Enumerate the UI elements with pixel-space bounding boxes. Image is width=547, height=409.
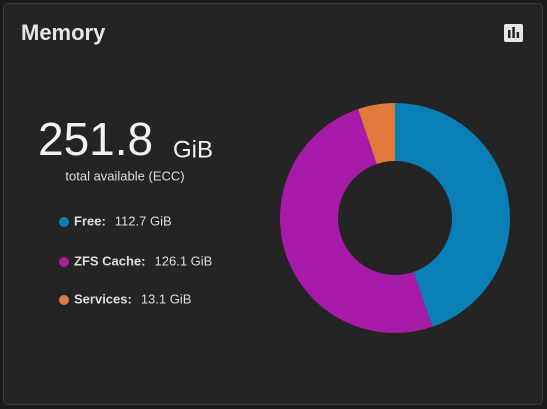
icon-bar: [512, 27, 515, 38]
donut-slice: [279, 109, 433, 334]
icon-bar: [508, 30, 511, 38]
icon-bar: [516, 32, 520, 38]
donut-slice: [395, 103, 510, 327]
legend-dot: [59, 295, 69, 305]
legend-label: Free:: [74, 213, 106, 228]
widget-title: Memory: [21, 20, 106, 45]
legend-value: 112.7 GiB: [115, 213, 172, 228]
donut-chart: [279, 103, 510, 334]
chart-icon-button[interactable]: [504, 24, 523, 42]
legend-label: Services:: [74, 291, 132, 306]
legend-dot: [59, 217, 69, 227]
donut-slice: [358, 103, 395, 165]
legend-value: 126.1 GiB: [155, 253, 213, 268]
total-value: 251.8: [38, 113, 153, 165]
total-caption: total available (ECC): [65, 168, 184, 183]
legend-value: 13.1 GiB: [141, 291, 192, 306]
legend: Free: 112.7 GiB ZFS Cache: 126.1 GiB Service…: [59, 213, 212, 306]
legend-label: ZFS Cache:: [74, 253, 146, 268]
total-unit: GiB: [173, 136, 213, 163]
legend-dot: [59, 257, 69, 267]
